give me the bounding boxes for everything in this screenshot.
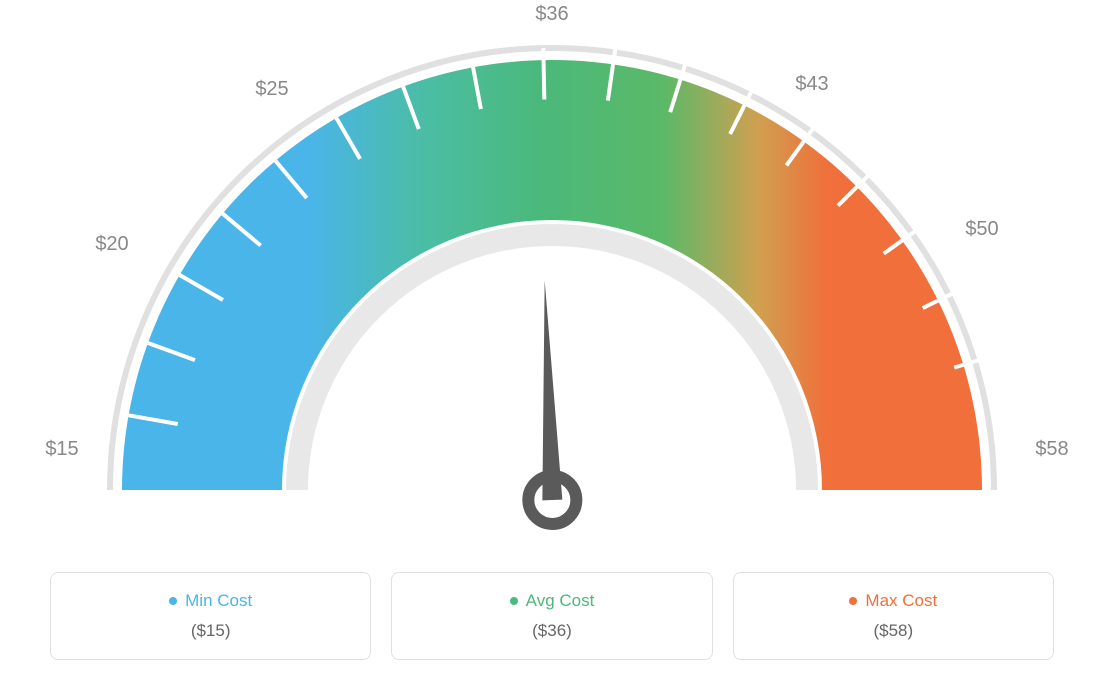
legend-dot-max	[849, 597, 857, 605]
legend-value-avg: ($36)	[412, 621, 691, 641]
legend-label-text-avg: Avg Cost	[526, 591, 595, 611]
gauge-chart: $15 $20 $25 $36 $43 $50 $58 Min Cost ($1…	[0, 0, 1104, 690]
legend-value-max: ($58)	[754, 621, 1033, 641]
legend-dot-min	[169, 597, 177, 605]
scale-label-5: $50	[965, 218, 998, 240]
tick	[954, 352, 1007, 368]
legend-card-min: Min Cost ($15)	[50, 572, 371, 660]
scale-label-4: $43	[795, 73, 828, 95]
scale-label-3: $36	[535, 3, 568, 25]
needle	[521, 279, 577, 525]
gauge-group: $15 $20 $25 $36 $43 $50 $58	[45, 3, 1068, 525]
gauge-svg: $15 $20 $25 $36 $43 $50 $58	[0, 0, 1104, 560]
legend-card-avg: Avg Cost ($36)	[391, 572, 712, 660]
legend-dot-avg	[510, 597, 518, 605]
scale-label-6: $58	[1035, 438, 1068, 460]
scale-label-0: $15	[45, 438, 78, 460]
legend-label-max: Max Cost	[754, 591, 1033, 611]
legend-value-min: ($15)	[71, 621, 350, 641]
scale-label-2: $25	[255, 78, 288, 100]
scale-label-1: $20	[95, 233, 128, 255]
legend-card-max: Max Cost ($58)	[733, 572, 1054, 660]
legend-row: Min Cost ($15) Avg Cost ($36) Max Cost (…	[50, 572, 1054, 660]
tick	[543, 48, 544, 99]
legend-label-text-max: Max Cost	[865, 591, 937, 611]
legend-label-avg: Avg Cost	[412, 591, 691, 611]
legend-label-text-min: Min Cost	[185, 591, 252, 611]
legend-label-min: Min Cost	[71, 591, 350, 611]
